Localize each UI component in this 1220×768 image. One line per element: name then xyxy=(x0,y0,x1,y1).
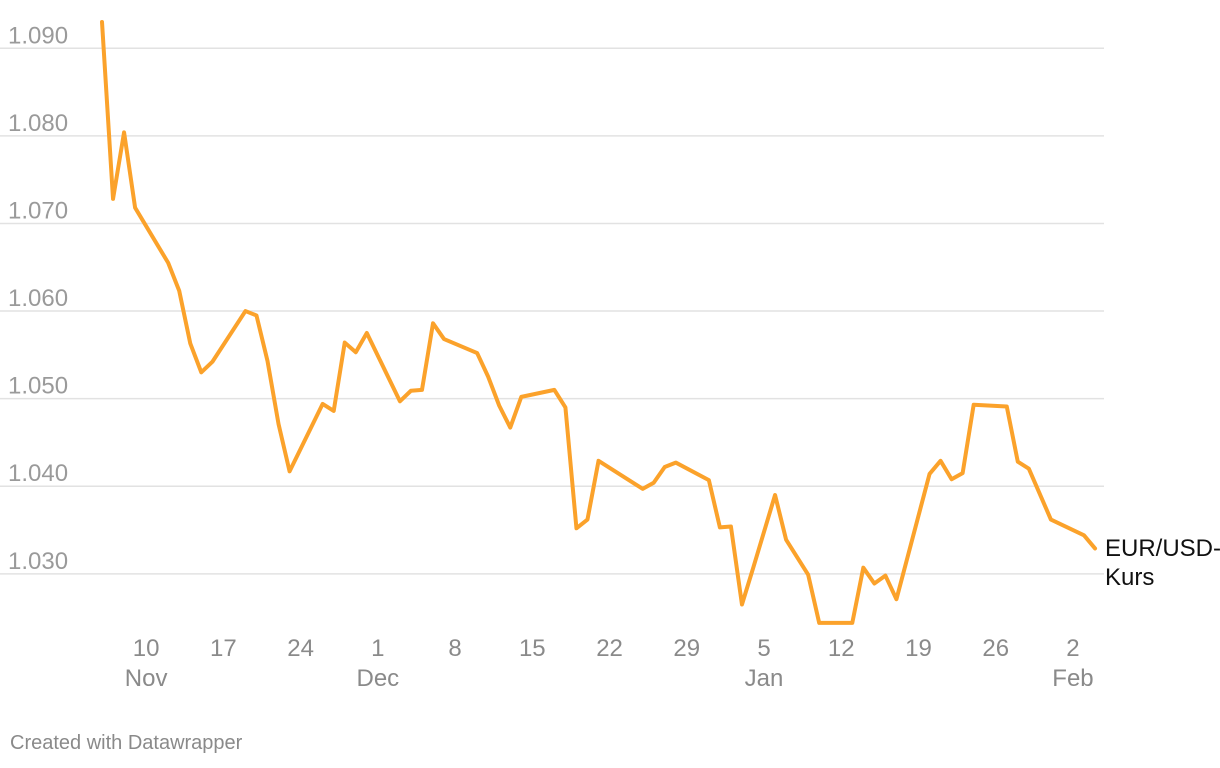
y-tick-label: 1.080 xyxy=(8,110,68,137)
y-tick-label: 1.070 xyxy=(8,197,68,224)
gridlines xyxy=(0,47,1104,575)
x-tick-label: 26 xyxy=(982,635,1009,662)
x-tick-month-label: Nov xyxy=(125,665,168,692)
x-tick-month-label: Dec xyxy=(356,665,399,692)
x-tick-label: 12 xyxy=(828,635,855,662)
x-tick-label: 1 xyxy=(371,635,384,662)
credit-text: Created with Datawrapper xyxy=(10,732,243,754)
y-axis-tick-labels: 1.030 1.040 1.050 1.060 1.070 1.080 1.090 xyxy=(8,22,68,575)
x-tick-label: 15 xyxy=(519,635,546,662)
y-tick-label: 1.050 xyxy=(8,373,68,400)
x-tick-label: 8 xyxy=(448,635,461,662)
series-layer xyxy=(100,20,1098,625)
x-tick-label: 10 xyxy=(133,635,160,662)
x-tick-month-label: Jan xyxy=(745,665,784,692)
y-tick-label: 1.060 xyxy=(8,285,68,312)
series-label-line-1: EUR/USD- xyxy=(1105,535,1220,562)
series-label: EUR/USD- Kurs xyxy=(1105,535,1220,591)
series-label-line-2: Kurs xyxy=(1105,564,1154,591)
x-tick-label: 19 xyxy=(905,635,932,662)
x-tick-month-label: Feb xyxy=(1052,665,1093,692)
x-tick-label: 22 xyxy=(596,635,623,662)
y-tick-label: 1.030 xyxy=(8,548,68,575)
x-tick-label: 24 xyxy=(287,635,314,662)
x-tick-label: 17 xyxy=(210,635,237,662)
series-line xyxy=(100,20,1098,625)
y-tick-label: 1.040 xyxy=(8,460,68,487)
y-tick-label: 1.090 xyxy=(8,22,68,49)
x-tick-label: 5 xyxy=(757,635,770,662)
x-tick-label: 29 xyxy=(673,635,700,662)
x-tick-label: 2 xyxy=(1066,635,1079,662)
x-axis-tick-labels: 10 Nov 17 24 1 Dec 8 15 22 29 5 Jan 12 19 26 2 Feb xyxy=(125,635,1094,692)
